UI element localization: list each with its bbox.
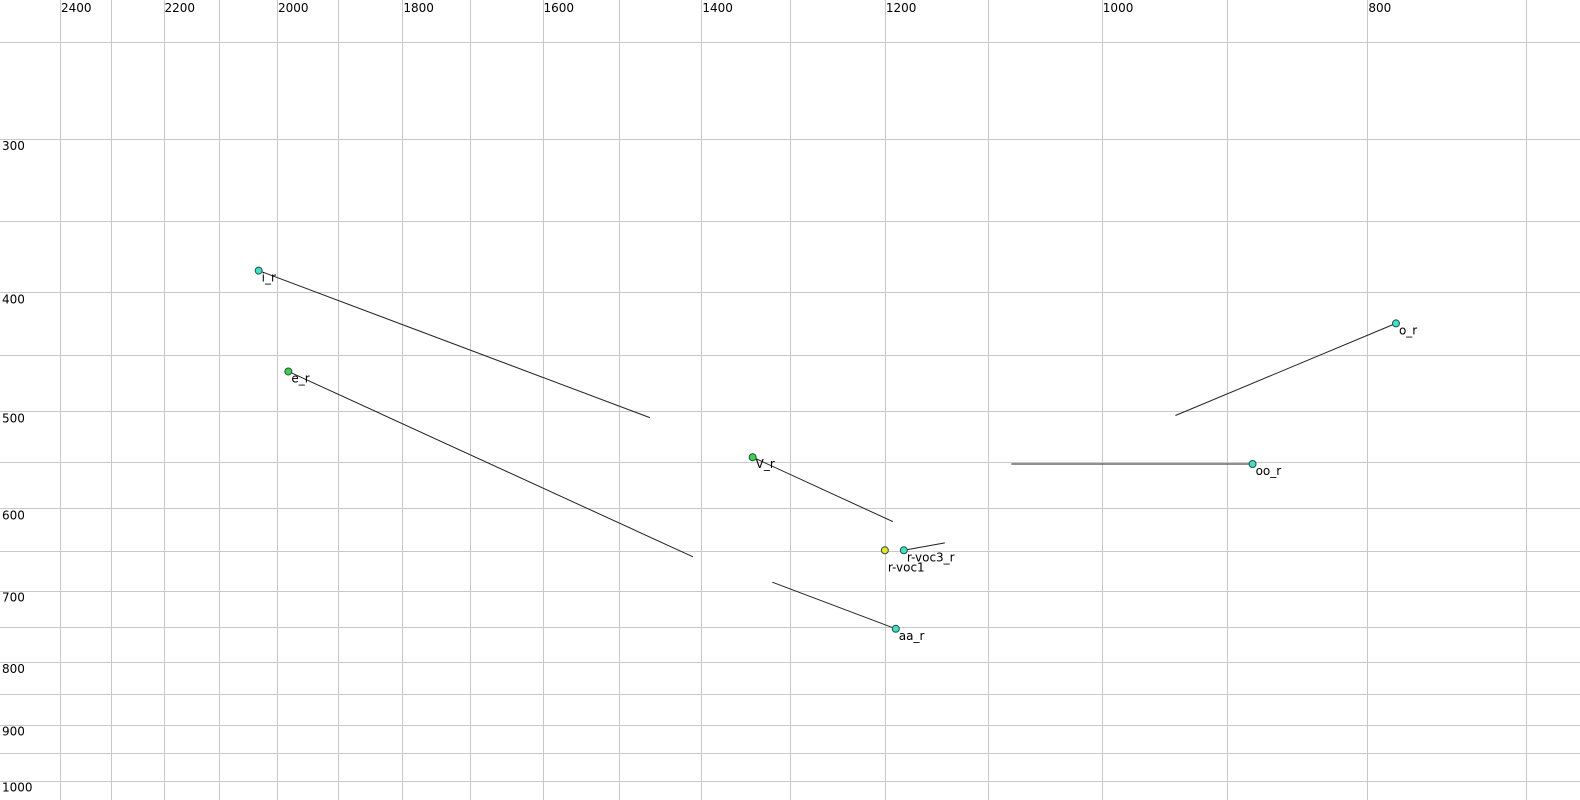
y-tick-label: 1000 (2, 781, 33, 795)
y-tick-label: 300 (2, 139, 25, 153)
x-tick-label: 1600 (544, 1, 575, 15)
y-tick-label: 800 (2, 662, 25, 676)
vowel-point-label: oo_r (1256, 464, 1282, 478)
vowel-point-marker (891, 624, 900, 633)
x-tick-label: 2400 (61, 1, 92, 15)
y-tick-label: 400 (2, 292, 25, 306)
x-tick-label: 800 (1368, 1, 1391, 15)
vowel-point-label: e_r (291, 371, 309, 385)
vowel-trajectory-line (1175, 322, 1397, 416)
vowel-point-marker (899, 546, 908, 555)
vowel-trajectory-line (258, 270, 651, 419)
vowel-point-marker (1248, 460, 1257, 469)
x-tick-label: 1800 (403, 1, 434, 15)
vowel-point-marker (880, 546, 889, 555)
y-tick-label: 700 (2, 591, 25, 605)
y-tick-label: 900 (2, 725, 25, 739)
x-tick-label: 2200 (165, 1, 196, 15)
vowel-trajectory-line (288, 370, 694, 558)
vowel-point-label: V_r (756, 457, 775, 471)
vowel-point-label: r-voc3_r (907, 550, 955, 564)
vowel-point-marker (254, 266, 263, 275)
x-tick-label: 1000 (1103, 1, 1134, 15)
y-tick-label: 600 (2, 508, 25, 522)
vowel-trajectory-line (903, 542, 945, 551)
vowel-point-label: aa_r (899, 629, 925, 643)
vowel-point-label: r-voc1 (888, 560, 925, 574)
vowel-point-marker (284, 367, 293, 376)
vowel-point-label: i_r (262, 271, 276, 285)
x-tick-label: 2000 (278, 1, 309, 15)
vowel-point-marker (1391, 319, 1400, 328)
vowel-trajectory-line (752, 456, 894, 523)
vowel-point-marker (748, 453, 757, 462)
vowel-trajectory-line (772, 581, 896, 630)
x-tick-label: 1400 (702, 1, 733, 15)
vowel-point-label: o_r (1399, 323, 1417, 337)
y-tick-label: 500 (2, 411, 25, 425)
x-tick-label: 1200 (886, 1, 917, 15)
